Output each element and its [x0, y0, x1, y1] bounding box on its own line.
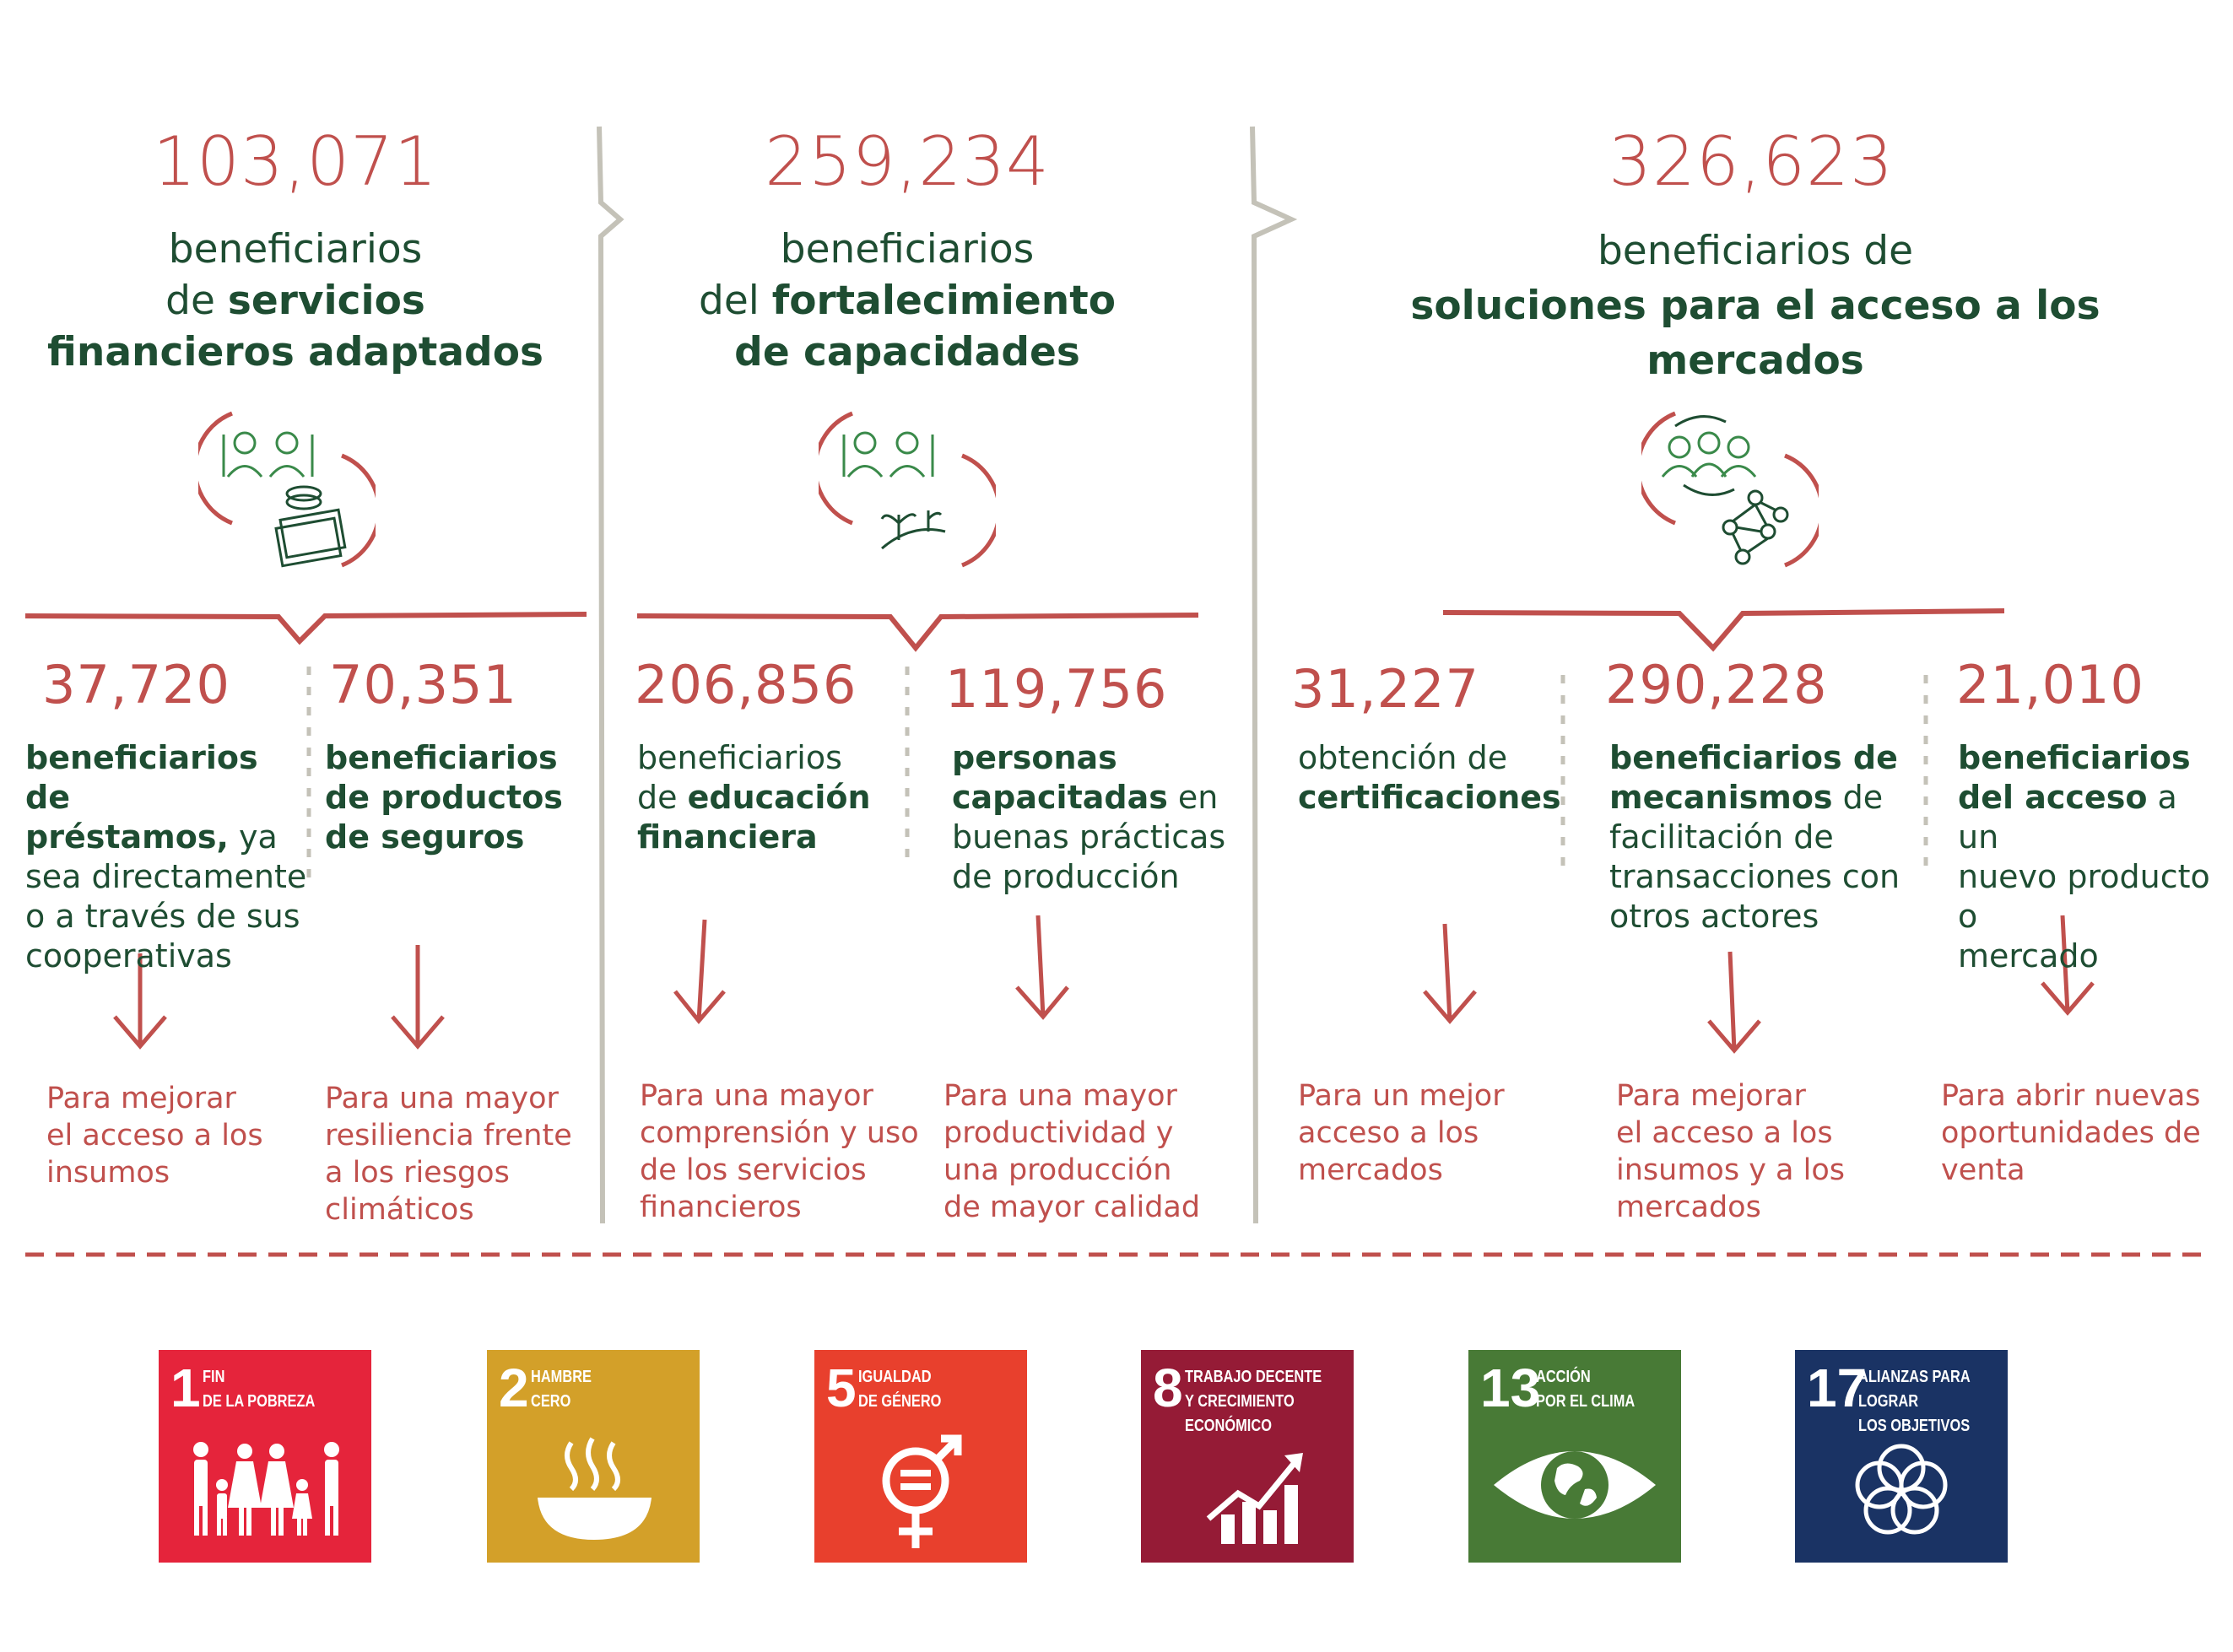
item-2-description: beneficiarios de productos de seguros [325, 739, 563, 856]
item-1-result: Para mejorar el acceso a los insumos [46, 1082, 263, 1190]
sdg-8-tile: 8 TRABAJO DECENTE Y CRECIMIENTO ECONÓMIC… [1141, 1350, 1354, 1563]
farmers-money-icon [198, 411, 376, 568]
section-1-subtitle: beneficiarios de servicios financieros a… [47, 226, 543, 375]
gender-equality-icon [882, 1434, 962, 1548]
family-icon [193, 1442, 339, 1536]
item-7-value: 21,010 [1956, 654, 2144, 715]
section-3-subtitle: beneficiarios de soluciones para el acce… [1410, 228, 2101, 384]
item-4-result: Para una mayor productividad y una produ… [943, 1079, 1201, 1224]
item-6-result: Para mejorar el acceso a los insumos y a… [1616, 1079, 1845, 1224]
growth-chart-icon [1206, 1453, 1303, 1544]
farmers-plants-icon [819, 411, 996, 568]
item-5-value: 31,227 [1291, 658, 1479, 720]
sdg-1-tile: 1 FIN DE LA POBREZA [159, 1350, 371, 1563]
item-4-value: 119,756 [945, 658, 1168, 720]
rings-icon [1855, 1444, 1948, 1535]
item-5-description: obtención de certificaciones [1298, 739, 1561, 816]
item-6-description: beneficiarios de mecanismos de facilitac… [1609, 739, 1900, 935]
item-2-value: 70,351 [329, 654, 517, 715]
item-4-description: personas capacitadas en buenas prácticas… [952, 739, 1226, 895]
earth-eye-icon [1494, 1451, 1656, 1519]
item-7-result: Para abrir nuevas oportunidades de venta [1941, 1079, 2201, 1187]
sdg-5-tile: 5 IGUALDAD DE GÉNERO [814, 1350, 1027, 1563]
item-3-value: 206,856 [635, 654, 857, 715]
section-2-subtitle: beneficiarios del fortalecimiento de cap… [699, 226, 1116, 375]
item-3-description: beneficiarios de educación financiera [637, 739, 871, 856]
item-6-value: 290,228 [1605, 654, 1828, 715]
item-3-result: Para una mayor comprensión y uso de los … [640, 1079, 919, 1224]
item-1-description: beneficiarios de préstamos, ya sea direc… [25, 739, 307, 974]
sdg-2-tile: 2 HAMBRE CERO [487, 1350, 700, 1563]
item-2-result: Para una mayor resiliencia frente a los … [325, 1082, 572, 1227]
section-3-total: 326,623 [1609, 122, 1894, 201]
sdg-13-tile: 13 ACCIÓN POR EL CLIMA [1468, 1350, 1681, 1563]
sdg-17-tile: 17 ALIANZAS PARA LOGRAR LOS OBJETIVOS [1795, 1350, 2008, 1563]
section-1-total: 103,071 [153, 122, 438, 201]
bowl-icon [538, 1437, 652, 1540]
farmers-network-icon [1641, 411, 1819, 568]
item-5-result: Para un mejor acceso a los mercados [1298, 1079, 1505, 1187]
item-7-description: beneficiarios del acceso a un nuevo prod… [1958, 739, 2210, 974]
section-2-total: 259,234 [765, 122, 1050, 201]
item-1-value: 37,720 [42, 654, 230, 715]
